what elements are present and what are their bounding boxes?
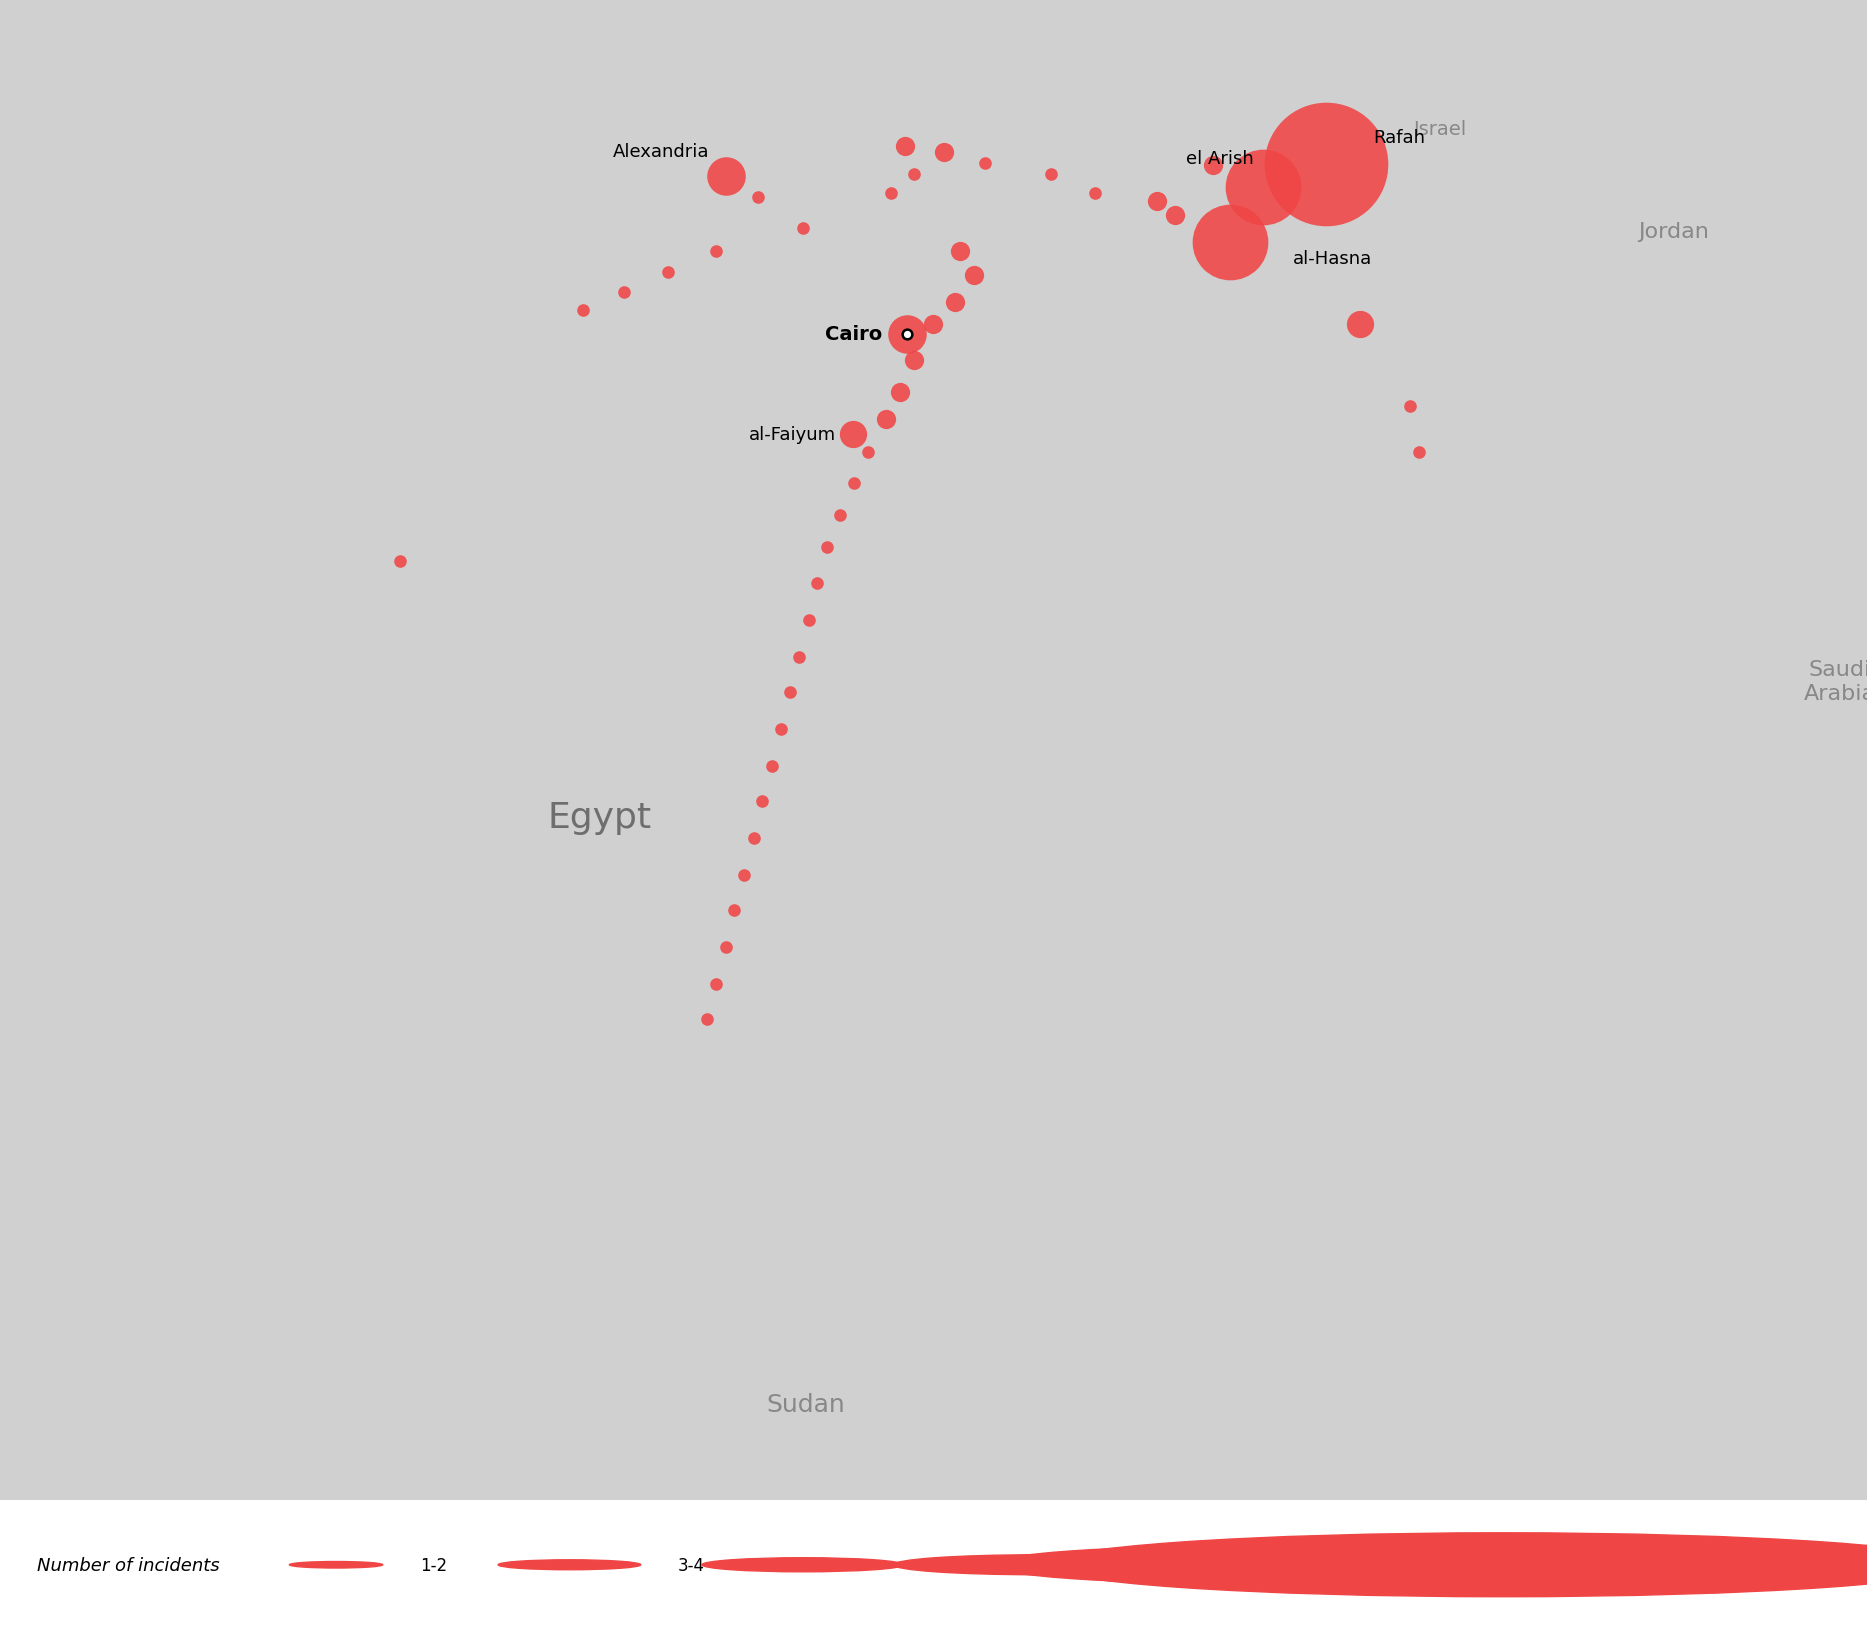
Point: [876, 181, 905, 207]
Point: [1395, 393, 1425, 419]
Point: [1344, 311, 1374, 337]
Text: Egypt: Egypt: [547, 800, 652, 835]
Point: [898, 349, 928, 375]
Point: [1404, 440, 1434, 466]
Point: [702, 240, 732, 266]
Point: [693, 1007, 723, 1033]
Point: [939, 290, 969, 316]
Point: [653, 259, 683, 285]
Text: Cairo: Cairo: [825, 326, 883, 344]
Point: [930, 140, 960, 166]
Point: [747, 789, 777, 815]
Point: [892, 321, 922, 347]
Point: [788, 217, 818, 243]
Point: [945, 240, 975, 266]
Point: [765, 716, 795, 742]
Point: [1081, 181, 1111, 207]
Point: [840, 471, 870, 497]
Point: [1161, 202, 1191, 228]
Point: [775, 680, 805, 706]
Text: el Arish: el Arish: [1186, 150, 1255, 168]
Point: [872, 408, 902, 434]
Point: [803, 570, 833, 597]
Text: al-Hasna: al-Hasna: [1292, 249, 1372, 267]
Point: [1311, 152, 1341, 178]
Point: [568, 298, 597, 324]
Point: [971, 150, 1001, 176]
Point: [825, 502, 855, 528]
Point: [711, 165, 741, 191]
Circle shape: [702, 1558, 904, 1571]
Point: [1197, 153, 1227, 179]
Point: [885, 380, 915, 406]
Text: Saudi
Arabia: Saudi Arabia: [1804, 660, 1867, 703]
Point: [960, 262, 990, 289]
Point: [1036, 161, 1066, 187]
Point: [756, 753, 786, 779]
Point: [711, 934, 741, 960]
Point: [719, 898, 749, 924]
Text: 3-4: 3-4: [678, 1555, 706, 1575]
Point: [784, 644, 814, 670]
Point: [1215, 230, 1245, 256]
Point: [838, 422, 868, 448]
Text: Number of incidents: Number of incidents: [37, 1555, 220, 1575]
Point: [730, 862, 760, 888]
Circle shape: [289, 1562, 383, 1568]
Text: 54: 54: [1587, 1555, 1607, 1575]
Text: Israel: Israel: [1413, 121, 1466, 139]
Point: [1249, 174, 1279, 200]
Point: [793, 608, 823, 634]
Point: [609, 280, 639, 306]
Text: 10-18: 10-18: [1215, 1555, 1264, 1575]
Text: Jordan: Jordan: [1639, 222, 1710, 241]
Text: Alexandria: Alexandria: [612, 143, 709, 161]
Point: [1143, 189, 1172, 215]
Circle shape: [894, 1555, 1178, 1575]
Text: 1-2: 1-2: [420, 1555, 448, 1575]
Text: 5-9: 5-9: [941, 1555, 967, 1575]
Point: [853, 440, 883, 466]
Circle shape: [498, 1560, 640, 1570]
Point: [919, 311, 948, 337]
Point: [891, 134, 920, 160]
Text: Rafah: Rafah: [1374, 129, 1426, 147]
Circle shape: [1046, 1532, 1867, 1597]
Point: [812, 535, 842, 561]
Circle shape: [990, 1545, 1550, 1584]
Text: al-Faiyum: al-Faiyum: [749, 425, 836, 443]
Point: [702, 971, 732, 998]
Point: [739, 825, 769, 851]
Text: Sudan: Sudan: [767, 1392, 846, 1416]
Point: [898, 161, 928, 187]
Point: [743, 184, 773, 210]
Point: [385, 549, 414, 575]
